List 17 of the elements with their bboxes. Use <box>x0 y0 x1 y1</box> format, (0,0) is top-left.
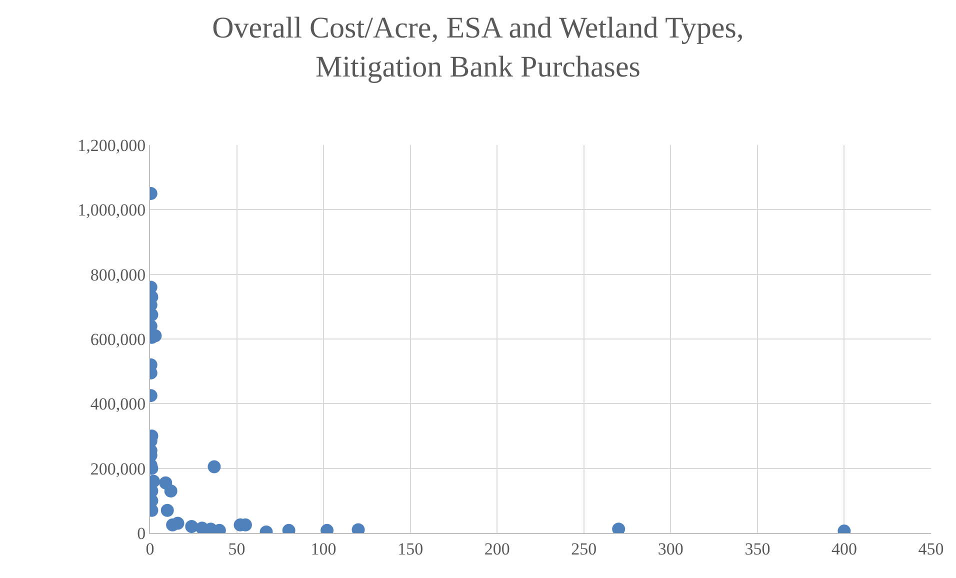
x-tick-label: 200 <box>484 539 510 558</box>
y-tick-label: 1,000,000 <box>78 200 146 220</box>
x-tick-label: 150 <box>398 539 424 558</box>
x-tick-label: 250 <box>571 539 597 558</box>
x-tick-label: 350 <box>744 539 770 558</box>
x-tick-label: 50 <box>228 539 246 558</box>
y-tick-label: 1,200,000 <box>78 136 146 155</box>
y-tick-label: 400,000 <box>90 394 146 414</box>
y-tick-label: 800,000 <box>90 265 146 284</box>
x-tick-label: 300 <box>658 539 684 558</box>
y-tick-label: 200,000 <box>90 459 146 478</box>
x-tick-label: 400 <box>831 539 857 558</box>
chart-title: Overall Cost/Acre, ESA and Wetland Types, Mitigation Bank Purchases <box>212 12 744 84</box>
x-tick-label: 450 <box>918 539 944 558</box>
x-tick-label: 100 <box>310 539 336 558</box>
y-tick-label: 600,000 <box>90 330 146 349</box>
y-tick-label: 0 <box>137 524 146 543</box>
